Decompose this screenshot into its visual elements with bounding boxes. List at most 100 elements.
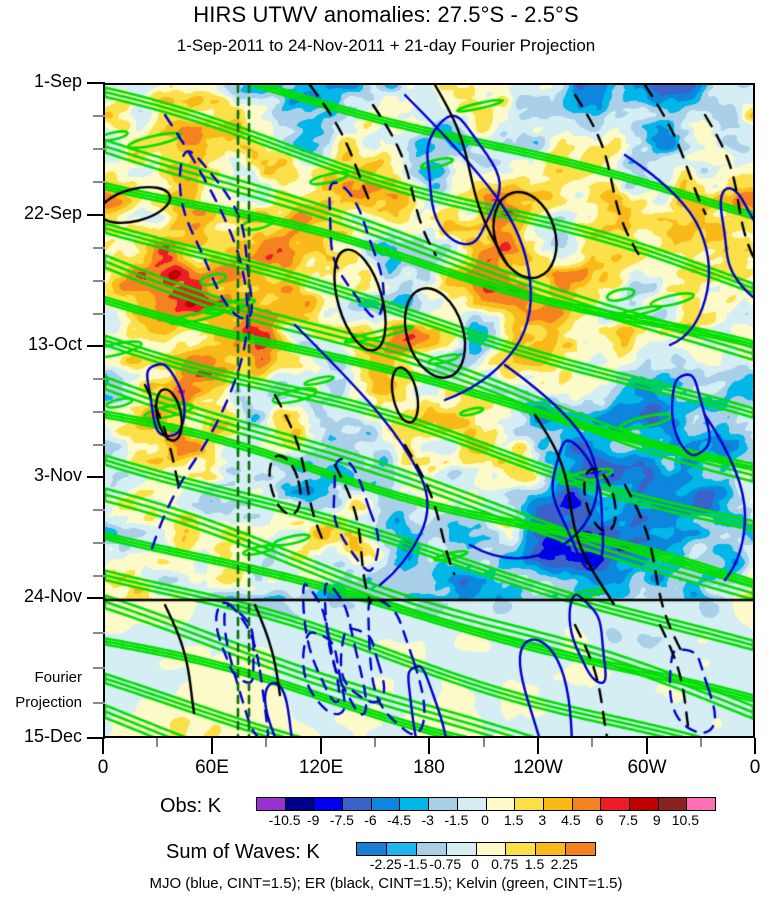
obs-colorbar bbox=[256, 797, 716, 811]
y-tick-minor bbox=[93, 313, 105, 315]
colorbar-tick-label: -0.75 bbox=[429, 856, 462, 872]
colorbar-swatch bbox=[601, 798, 630, 810]
y-tick-label: 15-Dec bbox=[23, 726, 82, 746]
y-tick-minor bbox=[93, 632, 105, 634]
colorbar-tick-label: -6 bbox=[364, 812, 377, 828]
colorbar-swatch bbox=[566, 843, 595, 855]
colorbar-tick-label: -1.5 bbox=[444, 812, 469, 828]
colorbar-tick-label: -4.5 bbox=[387, 812, 412, 828]
page-subtitle: 1-Sep-2011 to 24-Nov-2011 + 21-day Fouri… bbox=[176, 36, 596, 55]
obs-colorbar-label: Obs: K bbox=[160, 795, 222, 817]
y-axis-fourier-label: Projection bbox=[15, 694, 82, 711]
x-tick-major bbox=[211, 738, 213, 754]
colorbar-tick-label: 10.5 bbox=[671, 812, 699, 828]
colorbar-swatch bbox=[506, 843, 537, 855]
x-tick-major bbox=[537, 738, 539, 754]
x-tick-major bbox=[428, 738, 430, 754]
y-tick-minor bbox=[93, 509, 105, 511]
sum-of-waves-colorbar-label: Sum of Waves: K bbox=[166, 841, 320, 863]
y-tick-minor bbox=[93, 181, 105, 183]
y-tick-minor bbox=[93, 280, 105, 282]
colorbar-tick-label: -3 bbox=[421, 812, 434, 828]
colorbar-tick-label: -7.5 bbox=[329, 812, 354, 828]
colorbar-swatch bbox=[536, 843, 567, 855]
x-tick-label: 120W bbox=[513, 757, 563, 778]
x-tick-minor bbox=[156, 738, 158, 747]
y-axis-fourier-label: Fourier bbox=[34, 669, 82, 686]
colorbar-tick-label: 9 bbox=[652, 812, 661, 828]
y-tick-minor bbox=[93, 444, 105, 446]
y-tick-minor bbox=[93, 378, 105, 380]
colorbar-tick-label: 6 bbox=[595, 812, 604, 828]
colorbar-tick-label: 0 bbox=[481, 812, 489, 828]
colorbar-tick-label: 0 bbox=[471, 856, 479, 872]
x-tick-major bbox=[646, 738, 648, 754]
colorbar-swatch bbox=[429, 798, 458, 810]
colorbar-swatch bbox=[629, 798, 659, 810]
y-tick-major bbox=[87, 737, 105, 739]
y-tick-minor bbox=[93, 247, 105, 249]
colorbar-swatch bbox=[515, 798, 544, 810]
y-tick-minor bbox=[93, 667, 105, 669]
colorbar-swatch bbox=[400, 798, 430, 810]
y-tick-label: 1-Sep bbox=[33, 71, 82, 91]
colorbar-swatch bbox=[543, 798, 573, 810]
x-tick-label: 180 bbox=[413, 757, 445, 778]
y-tick-label: 3-Nov bbox=[33, 465, 82, 485]
y-tick-major bbox=[87, 82, 105, 84]
colorbar-tick-label: 1.5 bbox=[524, 856, 545, 872]
colorbar-swatch bbox=[343, 798, 372, 810]
colorbar-swatch bbox=[572, 798, 602, 810]
x-tick-label: 0 bbox=[97, 757, 109, 778]
colorbar-tick-label: 3 bbox=[538, 812, 547, 828]
colorbar-tick-label: 7.5 bbox=[618, 812, 638, 828]
colorbar-tick-label: -9 bbox=[307, 812, 320, 828]
x-tick-major bbox=[754, 738, 756, 754]
colorbar-swatch bbox=[457, 798, 487, 810]
y-tick-minor bbox=[93, 542, 105, 544]
colorbar-tick-label: 1.5 bbox=[503, 812, 524, 828]
y-tick-minor bbox=[93, 115, 105, 117]
x-tick-label: 0 bbox=[749, 757, 761, 778]
x-tick-minor bbox=[700, 738, 702, 747]
y-tick-major bbox=[87, 214, 105, 216]
x-tick-minor bbox=[483, 738, 485, 747]
y-tick-minor bbox=[93, 702, 105, 704]
colorbar-swatch bbox=[446, 843, 477, 855]
x-tick-minor bbox=[591, 738, 593, 747]
hovmoller-canvas bbox=[105, 85, 753, 736]
colorbar-swatch bbox=[658, 798, 688, 810]
colorbar-swatch bbox=[285, 798, 315, 810]
colorbar-tick-label: 0.75 bbox=[491, 856, 519, 872]
colorbar-tick-label: -2.25 bbox=[369, 856, 402, 872]
colorbar-swatch bbox=[486, 798, 516, 810]
page-title: HIRS UTWV anomalies: 27.5°S - 2.5°S bbox=[193, 2, 579, 27]
colorbar-swatch bbox=[476, 843, 507, 855]
y-tick-major bbox=[87, 345, 105, 347]
y-tick-minor bbox=[93, 575, 105, 577]
y-tick-label: 24-Nov bbox=[23, 586, 82, 606]
x-tick-minor bbox=[374, 738, 376, 747]
sum-of-waves-colorbar bbox=[356, 842, 596, 856]
y-tick-label: 13-Oct bbox=[27, 334, 82, 354]
x-tick-label: 60E bbox=[195, 757, 229, 778]
colorbar-swatch bbox=[371, 798, 401, 810]
colorbar-swatch bbox=[357, 843, 387, 855]
y-tick-label: 22-Sep bbox=[23, 203, 82, 223]
contour-legend-caption: MJO (blue, CINT=1.5); ER (black, CINT=1.… bbox=[149, 875, 623, 892]
x-tick-label: 120E bbox=[298, 757, 344, 778]
y-tick-major bbox=[87, 476, 105, 478]
colorbar-tick-label: 4.5 bbox=[561, 812, 581, 828]
colorbar-tick-label: 2.25 bbox=[550, 856, 578, 872]
x-tick-major bbox=[102, 738, 104, 754]
hovmoller-plot[interactable] bbox=[103, 83, 755, 738]
colorbar-swatch bbox=[416, 843, 447, 855]
colorbar-swatch bbox=[386, 843, 417, 855]
colorbar-swatch bbox=[687, 798, 715, 810]
colorbar-swatch bbox=[257, 798, 286, 810]
x-tick-label: 60W bbox=[627, 757, 667, 778]
y-tick-minor bbox=[93, 411, 105, 413]
y-tick-major bbox=[87, 597, 105, 599]
colorbar-tick-label: -1.5 bbox=[403, 856, 428, 872]
x-tick-minor bbox=[265, 738, 267, 747]
